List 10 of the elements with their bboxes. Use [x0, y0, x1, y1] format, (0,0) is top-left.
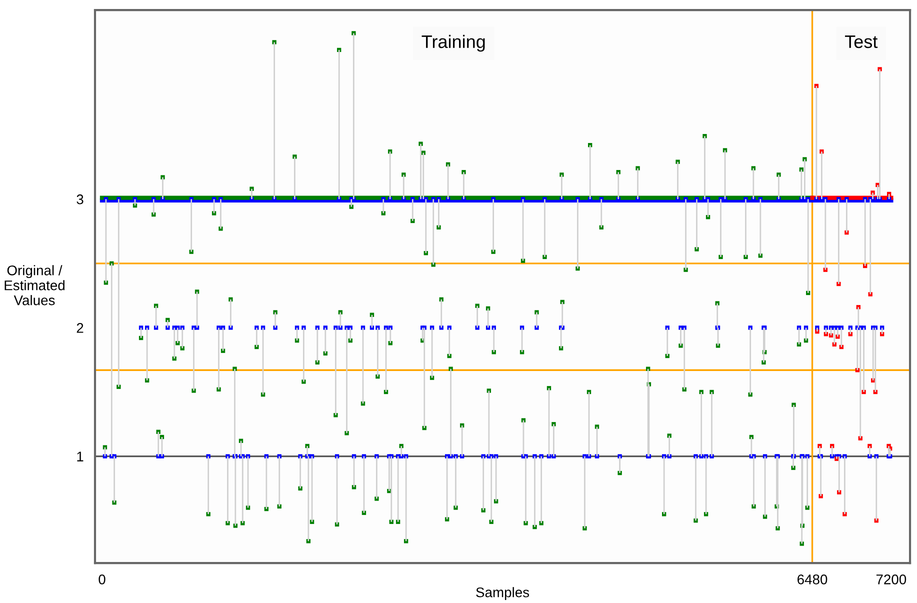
y-axis-title: Original / Estimated Values	[4, 265, 64, 306]
annotation: Training	[422, 34, 485, 52]
x-tick-label: 7200	[876, 574, 906, 584]
x-axis-title: Samples	[476, 587, 530, 600]
y-tick-label: 2	[76, 323, 84, 333]
y-tick-label: 1	[77, 452, 84, 462]
x-tick-label: 0	[98, 574, 106, 584]
x-tick-label: 6480	[798, 574, 828, 584]
y-tick-label: 3	[76, 194, 84, 204]
annotation: Test	[845, 35, 878, 48]
